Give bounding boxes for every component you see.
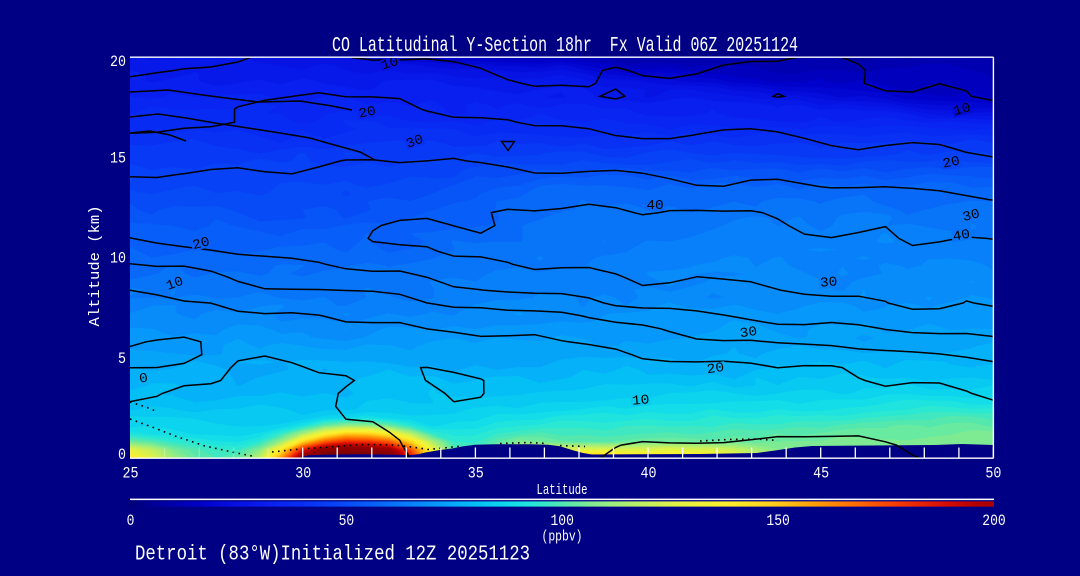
svg-text:20: 20 xyxy=(191,235,212,254)
svg-text:20: 20 xyxy=(706,361,725,378)
svg-text:Altitude (km): Altitude (km) xyxy=(87,206,104,327)
svg-text:0: 0 xyxy=(138,371,149,387)
svg-text:10: 10 xyxy=(380,55,401,75)
svg-text:40: 40 xyxy=(646,199,663,214)
svg-text:0: 0 xyxy=(118,446,126,464)
svg-text:30: 30 xyxy=(819,275,838,291)
svg-text:10: 10 xyxy=(110,250,126,268)
svg-text:15: 15 xyxy=(110,150,126,168)
svg-text:10: 10 xyxy=(164,275,185,295)
svg-text:200: 200 xyxy=(982,512,1005,530)
svg-text:30: 30 xyxy=(404,133,425,153)
svg-text:30: 30 xyxy=(295,465,311,483)
svg-text:20: 20 xyxy=(357,104,377,122)
svg-text:50: 50 xyxy=(985,465,1001,483)
svg-text:40: 40 xyxy=(952,228,972,246)
svg-text:20: 20 xyxy=(110,53,126,71)
svg-text:(ppbv): (ppbv) xyxy=(542,529,583,546)
svg-text:25: 25 xyxy=(123,465,139,483)
svg-text:30: 30 xyxy=(961,207,982,226)
svg-text:35: 35 xyxy=(468,465,484,483)
svg-text:0: 0 xyxy=(127,512,135,530)
svg-text:Latitude: Latitude xyxy=(537,483,588,499)
svg-text:CO Latitudinal Y-Section 18hr: CO Latitudinal Y-Section 18hr Fx Valid 0… xyxy=(332,35,798,58)
svg-text:5: 5 xyxy=(118,350,126,368)
svg-text:20: 20 xyxy=(941,154,961,172)
svg-text:10: 10 xyxy=(952,101,973,120)
svg-text:45: 45 xyxy=(813,465,829,483)
svg-text:50: 50 xyxy=(339,512,355,530)
svg-text:30: 30 xyxy=(739,325,758,342)
svg-text:150: 150 xyxy=(766,512,789,530)
svg-text:100: 100 xyxy=(551,512,574,530)
svg-text:10: 10 xyxy=(631,393,650,409)
svg-text:40: 40 xyxy=(641,465,657,483)
svg-text:Detroit (83°W)Initialized 12Z: Detroit (83°W)Initialized 12Z 20251123 xyxy=(135,544,530,567)
